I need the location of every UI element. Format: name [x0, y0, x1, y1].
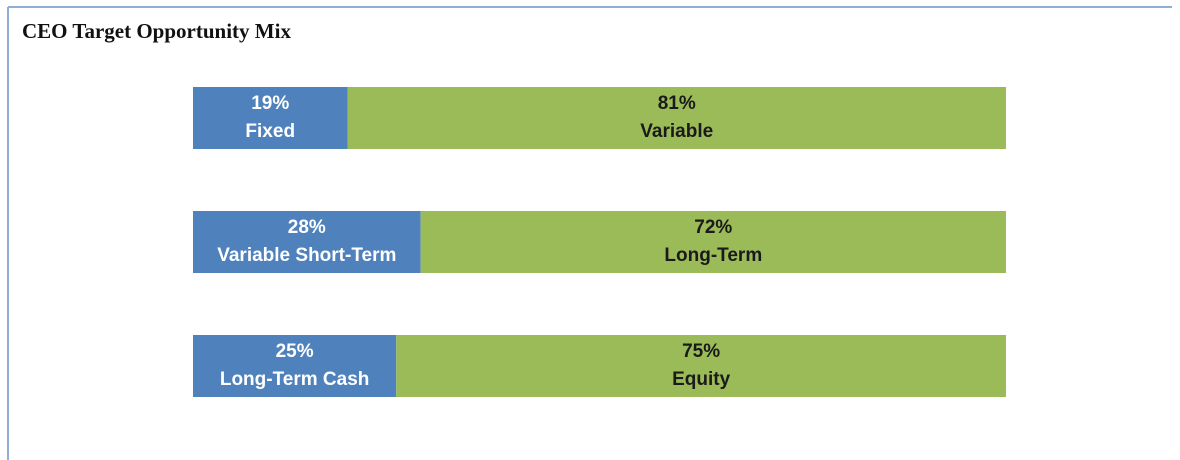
bar-segment: [193, 211, 421, 273]
chart-title: CEO Target Opportunity Mix: [22, 19, 291, 43]
value-label: 19%: [251, 93, 289, 114]
bar-segment: [396, 335, 1006, 397]
segment-label: Variable Short-Term: [217, 245, 396, 266]
segment-label: Equity: [672, 369, 730, 390]
bar-segment: [347, 87, 1007, 149]
value-label: 75%: [682, 341, 720, 362]
value-label: 72%: [694, 217, 732, 238]
segment-label: Long-Term Cash: [220, 369, 370, 390]
segment-label: Variable: [640, 121, 713, 142]
value-label: 81%: [658, 93, 696, 114]
bar-segment: [193, 335, 397, 397]
bar-segment: [420, 211, 1006, 273]
value-label: 28%: [288, 217, 326, 238]
segment-label: Long-Term: [664, 245, 762, 266]
bar-segment: [193, 87, 348, 149]
segment-label: Fixed: [245, 121, 295, 142]
value-label: 25%: [276, 341, 314, 362]
